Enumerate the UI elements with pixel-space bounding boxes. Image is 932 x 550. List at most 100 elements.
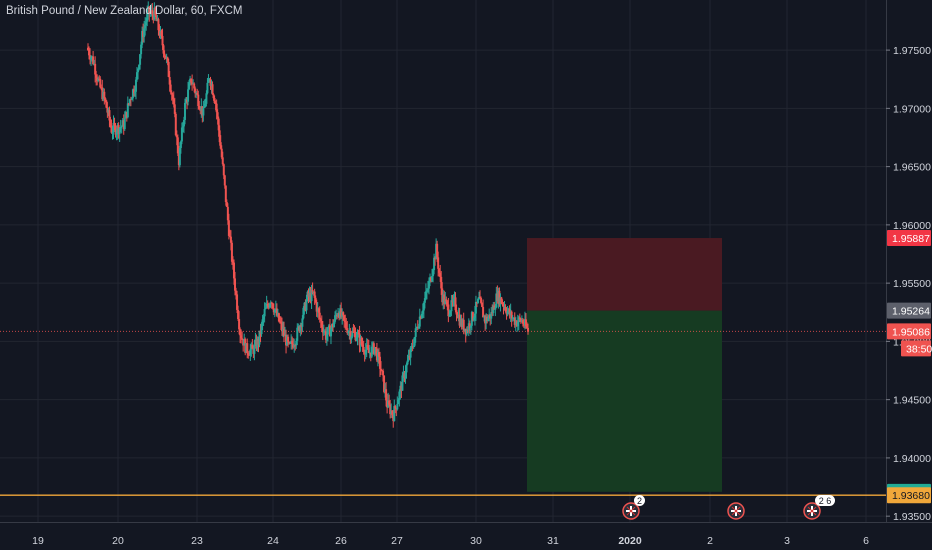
candle-body[interactable] xyxy=(392,414,395,422)
candle-body[interactable] xyxy=(145,21,148,26)
candle-body[interactable] xyxy=(291,340,294,345)
candle-body[interactable] xyxy=(409,347,412,358)
candle-body[interactable] xyxy=(115,132,118,135)
candle-body[interactable] xyxy=(268,303,271,308)
candle-body[interactable] xyxy=(341,312,344,317)
candle-body[interactable] xyxy=(324,331,327,340)
candle-body[interactable] xyxy=(457,314,460,318)
candle-body[interactable] xyxy=(234,278,237,291)
candle-body[interactable] xyxy=(141,30,144,45)
candle-body[interactable] xyxy=(232,262,235,279)
candle-body[interactable] xyxy=(148,6,151,14)
candle-body[interactable] xyxy=(258,330,261,345)
candle-body[interactable] xyxy=(193,83,196,89)
candle-body[interactable] xyxy=(322,331,325,333)
candle-body[interactable] xyxy=(462,319,465,331)
candle-body[interactable] xyxy=(155,15,158,22)
candle-body[interactable] xyxy=(327,325,330,328)
candle-body[interactable] xyxy=(371,343,374,347)
candle-body[interactable] xyxy=(171,94,174,100)
candle-body[interactable] xyxy=(265,303,268,308)
candle-body[interactable] xyxy=(522,323,525,326)
candle-body[interactable] xyxy=(403,372,406,379)
candle-body[interactable] xyxy=(283,328,286,337)
candle-body[interactable] xyxy=(401,375,404,391)
candle-body[interactable] xyxy=(393,406,396,422)
candle-body[interactable] xyxy=(373,347,376,354)
candle-body[interactable] xyxy=(452,298,455,303)
candle-body[interactable] xyxy=(509,311,512,316)
candle-body[interactable] xyxy=(246,343,249,354)
candle-body[interactable] xyxy=(442,294,445,303)
candle-body[interactable] xyxy=(323,331,326,333)
candle-body[interactable] xyxy=(297,326,300,328)
candle-body[interactable] xyxy=(100,87,103,89)
candle-body[interactable] xyxy=(487,317,490,321)
candle-body[interactable] xyxy=(180,127,183,142)
candle-body[interactable] xyxy=(165,57,168,59)
candle-body[interactable] xyxy=(378,356,381,369)
candle-body[interactable] xyxy=(231,261,234,263)
candle-body[interactable] xyxy=(448,314,451,317)
candle-body[interactable] xyxy=(186,100,189,102)
price-scale[interactable] xyxy=(887,0,932,522)
candle-body[interactable] xyxy=(326,327,329,335)
candle-body[interactable] xyxy=(389,404,392,415)
candle-body[interactable] xyxy=(243,339,246,346)
candle-body[interactable] xyxy=(334,315,337,322)
candle-body[interactable] xyxy=(202,107,205,116)
candle-body[interactable] xyxy=(476,299,479,304)
candle-body[interactable] xyxy=(242,339,245,346)
candle-body[interactable] xyxy=(176,137,179,154)
candle-body[interactable] xyxy=(312,291,315,293)
candle-body[interactable] xyxy=(123,118,126,130)
candle-body[interactable] xyxy=(236,294,239,310)
candle-body[interactable] xyxy=(369,352,372,357)
candle-body[interactable] xyxy=(381,370,384,372)
candle-body[interactable] xyxy=(365,345,368,350)
candle-body[interactable] xyxy=(469,325,472,328)
candle-body[interactable] xyxy=(216,112,219,119)
candle-body[interactable] xyxy=(286,336,289,346)
candle-body[interactable] xyxy=(121,120,124,127)
candle-body[interactable] xyxy=(344,320,347,323)
candle-body[interactable] xyxy=(376,352,379,361)
candle-body[interactable] xyxy=(309,292,312,302)
candle-body[interactable] xyxy=(496,293,499,301)
take-profit-zone[interactable] xyxy=(527,310,722,492)
candle-body[interactable] xyxy=(275,308,278,316)
candle-body[interactable] xyxy=(465,329,468,335)
candle-body[interactable] xyxy=(197,94,200,107)
candle-body[interactable] xyxy=(287,336,290,343)
candle-body[interactable] xyxy=(488,314,491,318)
candle-body[interactable] xyxy=(424,291,427,299)
candle-body[interactable] xyxy=(335,315,338,317)
candle-body[interactable] xyxy=(279,322,282,324)
horizontal-lines[interactable] xyxy=(0,330,886,496)
candle-body[interactable] xyxy=(104,98,107,101)
candle-body[interactable] xyxy=(436,243,439,258)
candle-body[interactable] xyxy=(510,311,513,319)
candle-body[interactable] xyxy=(192,83,195,85)
candle-body[interactable] xyxy=(163,53,166,56)
candle-body[interactable] xyxy=(172,99,175,105)
candle-body[interactable] xyxy=(203,106,206,108)
candle-body[interactable] xyxy=(486,316,489,321)
candle-body[interactable] xyxy=(261,319,264,324)
candle-body[interactable] xyxy=(492,305,495,314)
candle-body[interactable] xyxy=(305,299,308,311)
candle-body[interactable] xyxy=(218,130,221,143)
candle-body[interactable] xyxy=(214,103,217,105)
candle-body[interactable] xyxy=(433,257,436,271)
candle-body[interactable] xyxy=(493,305,496,310)
candle-body[interactable] xyxy=(209,79,212,86)
candle-body[interactable] xyxy=(311,290,314,293)
candle-body[interactable] xyxy=(394,406,397,409)
candle-body[interactable] xyxy=(187,89,190,102)
candle-body[interactable] xyxy=(256,339,259,349)
candle-body[interactable] xyxy=(506,311,509,315)
candle-body[interactable] xyxy=(384,389,387,392)
candle-body[interactable] xyxy=(96,77,99,81)
candle-body[interactable] xyxy=(98,78,101,80)
candle-body[interactable] xyxy=(501,303,504,305)
